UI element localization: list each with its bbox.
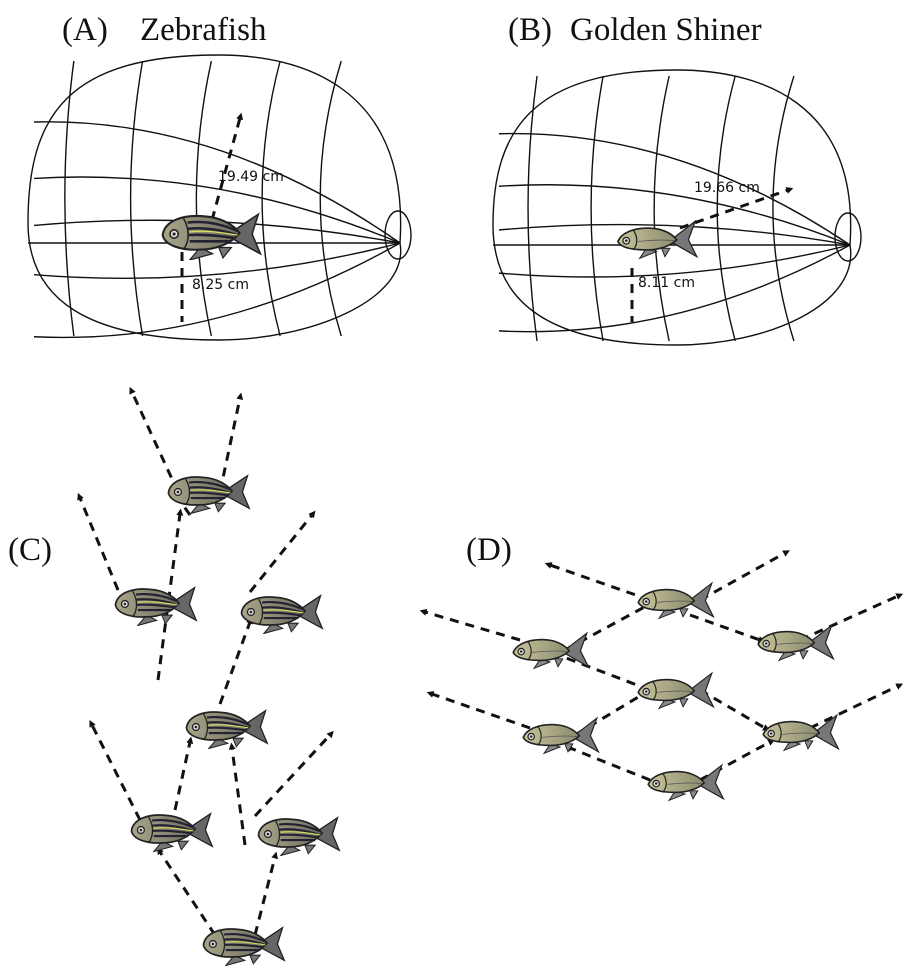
figure: (A) Zebrafish (B) Golden Shiner (C) (D) … [0,0,904,968]
zebrafish [131,814,212,852]
drawing [28,55,898,966]
dashed-arrow [160,852,215,935]
golden-shiner [513,633,588,668]
dashed-arrow [255,857,275,935]
panel-label: (C) [8,532,52,568]
distance-label: 19.66 cm [694,180,760,196]
distance-label: 8.25 cm [192,277,249,293]
dashed-arrow [80,498,118,590]
sphere-meridian [320,61,341,336]
panel-title: Zebrafish [140,12,267,48]
sphere-outline [493,70,851,345]
sphere-latitude [499,134,850,245]
sphere-latitude [499,245,850,277]
dashed-arrow [700,553,785,600]
golden-shiner [638,673,713,708]
golden-shiner [638,583,713,618]
dashed-arrow [810,686,898,728]
sphere-latitude [499,185,850,245]
distance-label: 19.49 cm [218,169,284,185]
sphere-meridian [65,61,74,336]
sphere-meridian [196,61,211,336]
golden-shiner [648,765,723,800]
sphere-outline [28,55,401,340]
dashed-arrow [92,725,140,820]
zebrafish [203,928,284,966]
sphere-meridian [591,76,603,341]
panel-label: (B) [508,12,552,48]
sphere-meridian [654,76,669,341]
dashed-arrow [800,596,898,640]
zebrafish [168,476,249,514]
sphere-meridian [528,76,537,341]
dashed-arrow [425,612,520,640]
zebrafish [241,596,322,634]
zebrafish [115,588,196,626]
panel-label: (A) [62,12,108,48]
dashed-arrow [220,398,240,492]
dashed-arrow [220,622,250,704]
zebrafish [258,818,339,856]
panel-title: Golden Shiner [570,12,762,48]
zebrafish [186,711,267,749]
dashed-arrow [132,392,178,492]
dashed-arrow [232,748,245,845]
dashed-arrow [570,748,650,780]
dashed-arrow [700,690,765,728]
dashed-arrow [175,742,190,810]
sphere-meridian [131,61,143,336]
panel-label: (D) [466,532,512,568]
dashed-arrow [255,735,330,816]
dashed-arrow [432,694,530,728]
dashed-arrow [690,615,760,640]
zebrafish [163,214,261,260]
golden-shiner [523,718,598,753]
dashed-arrow [250,515,312,592]
dashed-arrow [550,565,650,600]
distance-label: 8.11 cm [638,275,695,291]
